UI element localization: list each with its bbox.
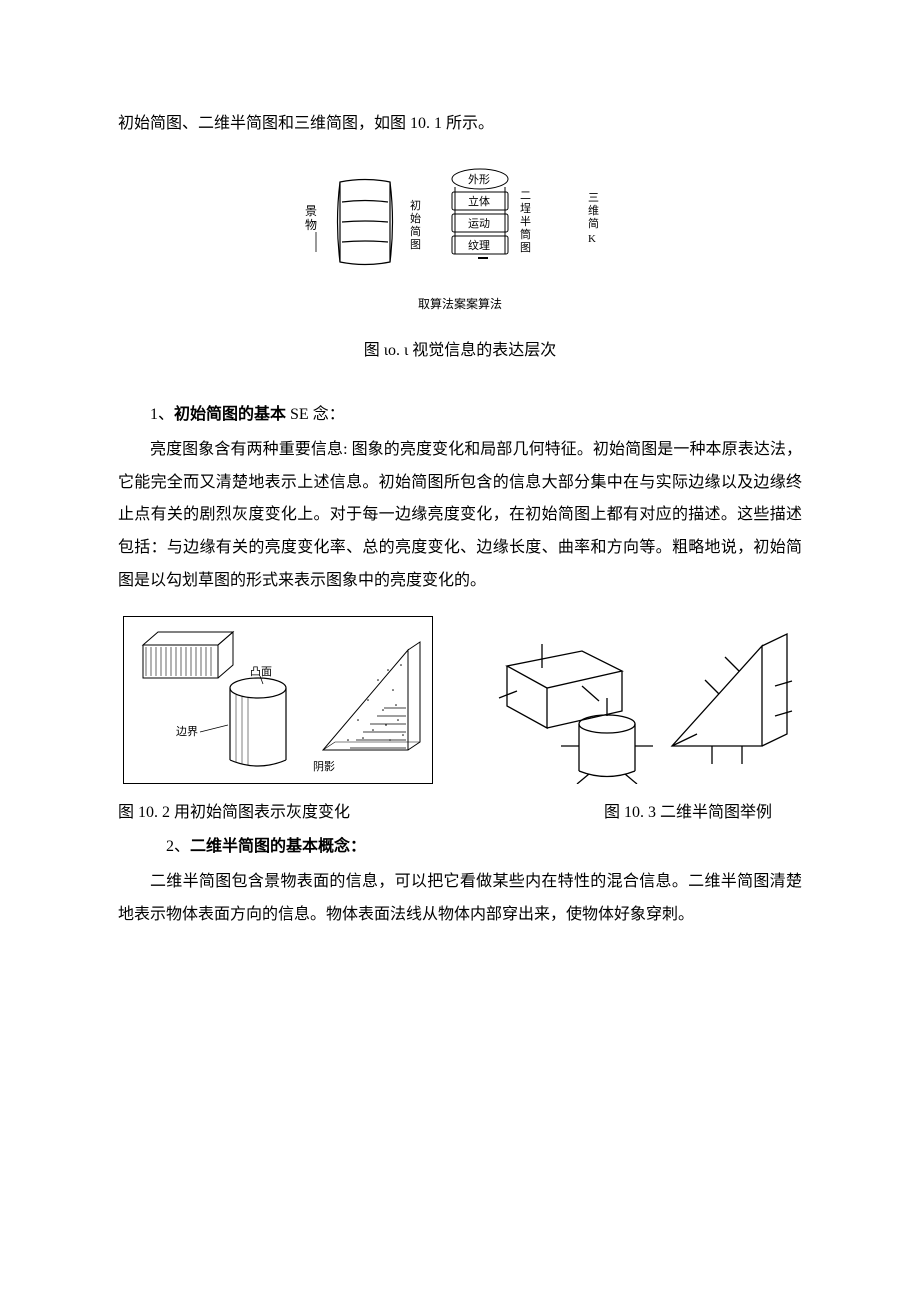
fig1-label-left: 景 [305, 204, 317, 218]
section-2-num: 2、 [166, 838, 190, 855]
svg-text:三: 三 [588, 192, 599, 204]
figure-10-2: 凸面 边界 [118, 616, 438, 784]
fig1-stack-0: 外形 [468, 173, 490, 186]
svg-text:维: 维 [588, 204, 599, 217]
fig1-stack-3: 纹理 [468, 238, 490, 252]
section-1-num: 1、 [150, 406, 174, 423]
figure-10-1-caption: 图 ιo. ι 视觉信息的表达层次 [118, 336, 802, 360]
section-2-title: 二维半简图的基本概念： [190, 838, 366, 855]
figure-row: 凸面 边界 [118, 616, 802, 784]
figure-10-1-subcaption: 取算法案案算法 [118, 295, 802, 312]
svg-text:简: 简 [588, 216, 599, 230]
svg-text:筒: 筒 [520, 227, 531, 241]
figure-10-3-caption: 图 10. 3 二维半简图举例 [604, 798, 772, 822]
section-2-header: 2、二维半简图的基本概念： [118, 832, 802, 856]
fig2-label-boundary: 边界 [176, 725, 198, 738]
fig2-label-shadow: 阴影 [313, 760, 335, 773]
section-1-header: 1、初始简图的基本 SE 念： [118, 400, 802, 424]
figure-10-3 [482, 616, 802, 784]
figure-10-3-svg [487, 616, 797, 784]
section-1-para: 亮度图象含有两种重要信息: 图象的亮度变化和局部几何特征。初始简图是一种本原表达… [118, 434, 802, 598]
fig1-stack-2: 运动 [468, 217, 490, 230]
svg-text:二: 二 [520, 190, 531, 202]
svg-text:始: 始 [410, 211, 421, 225]
svg-text:K: K [588, 233, 596, 245]
svg-text:埕: 埕 [520, 202, 531, 215]
figure-10-1-svg: 景 物 初 始 简 图 外形 立体 运动 纹理 二 埕 半 筒 图 三 维 简 … [250, 157, 670, 287]
svg-text:简: 简 [410, 224, 421, 238]
intro-text: 初始简图、二维半简图和三维简图，如图 10. 1 所示。 [118, 110, 802, 139]
svg-text:图: 图 [520, 241, 531, 254]
svg-text:物: 物 [305, 218, 317, 232]
figure-10-1: 景 物 初 始 简 图 外形 立体 运动 纹理 二 埕 半 筒 图 三 维 简 … [118, 157, 802, 287]
fig2-label-convex: 凸面 [250, 666, 272, 678]
figure-captions-row: 图 10. 2 用初始简图表示灰度变化 图 10. 3 二维半简图举例 [118, 798, 802, 822]
svg-text:初: 初 [410, 198, 421, 212]
figure-10-2-svg: 凸面 边界 [128, 620, 428, 780]
section-1-suffix: SE 念： [286, 406, 345, 423]
section-2-para: 二维半简图包含景物表面的信息，可以把它看做某些内在特性的混合信息。二维半简图清楚… [118, 866, 802, 932]
section-1-title: 初始简图的基本 [174, 406, 286, 423]
fig1-stack-1: 立体 [468, 194, 490, 208]
figure-10-2-caption: 图 10. 2 用初始简图表示灰度变化 [118, 798, 350, 822]
svg-text:半: 半 [520, 214, 531, 228]
svg-text:图: 图 [410, 238, 421, 251]
